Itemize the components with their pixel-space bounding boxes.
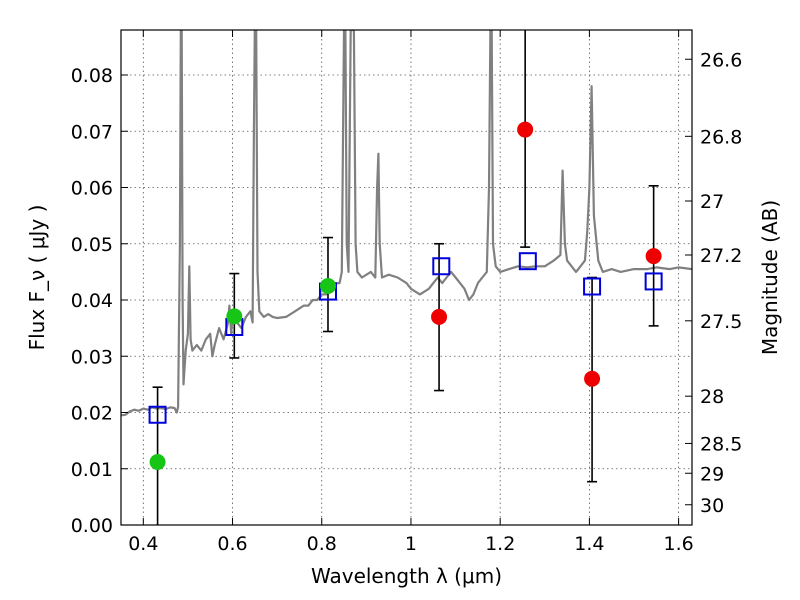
- spectrum-line: [121, 30, 692, 417]
- x-tick-label: 1.2: [485, 533, 515, 555]
- y-tick-label: 0.08: [71, 65, 113, 87]
- detection-point: [226, 308, 243, 325]
- y-tick-label: 0.01: [71, 459, 113, 481]
- model-photometry-square: [644, 272, 663, 291]
- plot-frame: [120, 29, 693, 526]
- nondetection-point: [584, 370, 601, 387]
- grid-lines: [121, 30, 692, 526]
- y-tick-label: 0.03: [71, 346, 113, 368]
- data-points: [148, 121, 663, 470]
- x-tick-label: 0.4: [128, 533, 158, 555]
- y-tick-label: 0.00: [71, 515, 113, 537]
- model-photometry-square: [148, 405, 167, 424]
- x-axis-label: Wavelength λ (μm): [311, 564, 502, 588]
- x-tick-label: 0.8: [307, 533, 337, 555]
- nondetection-point: [645, 248, 662, 265]
- right-tick-label: 26.8: [700, 126, 742, 148]
- spectrum: [121, 30, 692, 417]
- y-axis-label: Flux F_ν ( μJy ): [25, 205, 49, 351]
- detection-point: [319, 277, 336, 294]
- right-tick-label: 29: [700, 463, 724, 485]
- right-tick-label: 27.5: [700, 311, 742, 333]
- axis-ticks: [121, 30, 692, 526]
- right-tick-label: 28: [700, 386, 724, 408]
- x-tick-label: 0.6: [217, 533, 247, 555]
- y-tick-label: 0.02: [71, 403, 113, 425]
- right-tick-label: 30: [700, 495, 724, 517]
- right-tick-label: 27.2: [700, 245, 742, 267]
- nondetection-point: [431, 308, 448, 325]
- x-tick-label: 1: [405, 533, 417, 555]
- model-photometry-square: [518, 252, 537, 271]
- model-photometry-square: [583, 277, 602, 296]
- y-tick-label: 0.07: [71, 121, 113, 143]
- tick-labels: 0.4 0.6 0.8 1 1.2 1.4 1.6 0.00 0.01 0.02 0.03 0.04 0…: [71, 49, 743, 555]
- nondetection-point: [517, 121, 534, 138]
- y-right-axis-label: Magnitude (AB): [758, 200, 782, 355]
- x-tick-label: 1.4: [574, 533, 604, 555]
- model-photometry-square: [432, 257, 451, 276]
- right-tick-label: 27: [700, 191, 724, 213]
- y-tick-label: 0.05: [71, 234, 113, 256]
- detection-point: [149, 454, 166, 470]
- error-bars: [152, 30, 659, 525]
- right-tick-label: 26.6: [700, 49, 742, 71]
- right-tick-label: 28.5: [700, 433, 742, 455]
- y-tick-label: 0.04: [71, 290, 113, 312]
- x-tick-label: 1.6: [664, 533, 694, 555]
- y-tick-label: 0.06: [71, 178, 113, 200]
